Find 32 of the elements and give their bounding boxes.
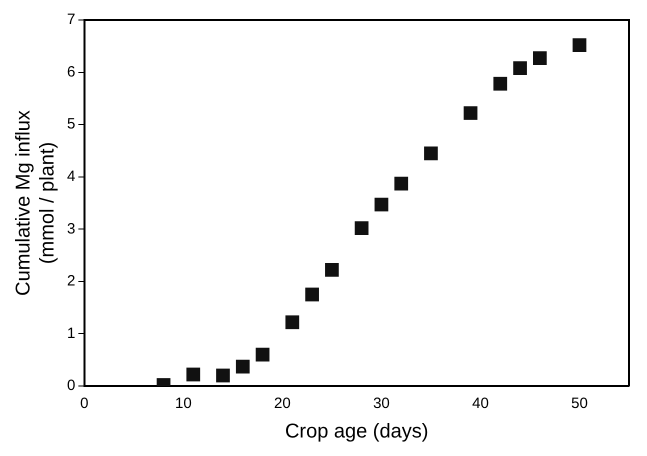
point (285, 315, 300, 330)
point (186, 368, 200, 382)
point (305, 288, 319, 302)
y-tick-label: 6 (67, 63, 76, 80)
y-tick-label: 3 (67, 220, 76, 238)
point (325, 263, 339, 277)
x-tick-label: 30 (373, 395, 390, 412)
point (493, 76, 508, 91)
point (424, 146, 438, 160)
point (464, 106, 478, 120)
point (354, 221, 368, 235)
point (533, 51, 547, 66)
point (374, 198, 388, 212)
y-tick-label: 0 (67, 377, 76, 394)
y-axis-title: Cumulative Mg influx (mmol / plant) (12, 110, 59, 296)
point (394, 176, 408, 191)
point (513, 61, 527, 75)
point (256, 348, 270, 362)
y-tick-label: 7 (67, 11, 76, 28)
x-tick-label: 0 (80, 395, 89, 412)
x-tick-label: 50 (571, 395, 588, 412)
x-tick-label: 10 (175, 395, 192, 412)
x-tick-label: 20 (274, 395, 291, 412)
point (236, 360, 250, 374)
y-tick-label: 2 (67, 272, 76, 290)
x-axis-title: Crop age (days) (284, 420, 428, 443)
x-tick-label: 40 (472, 395, 489, 412)
y-tick-label: 1 (67, 324, 76, 342)
y-tick-label: 5 (67, 116, 76, 133)
y-tick-label: 4 (67, 168, 76, 185)
point (572, 38, 586, 52)
point (216, 368, 230, 382)
